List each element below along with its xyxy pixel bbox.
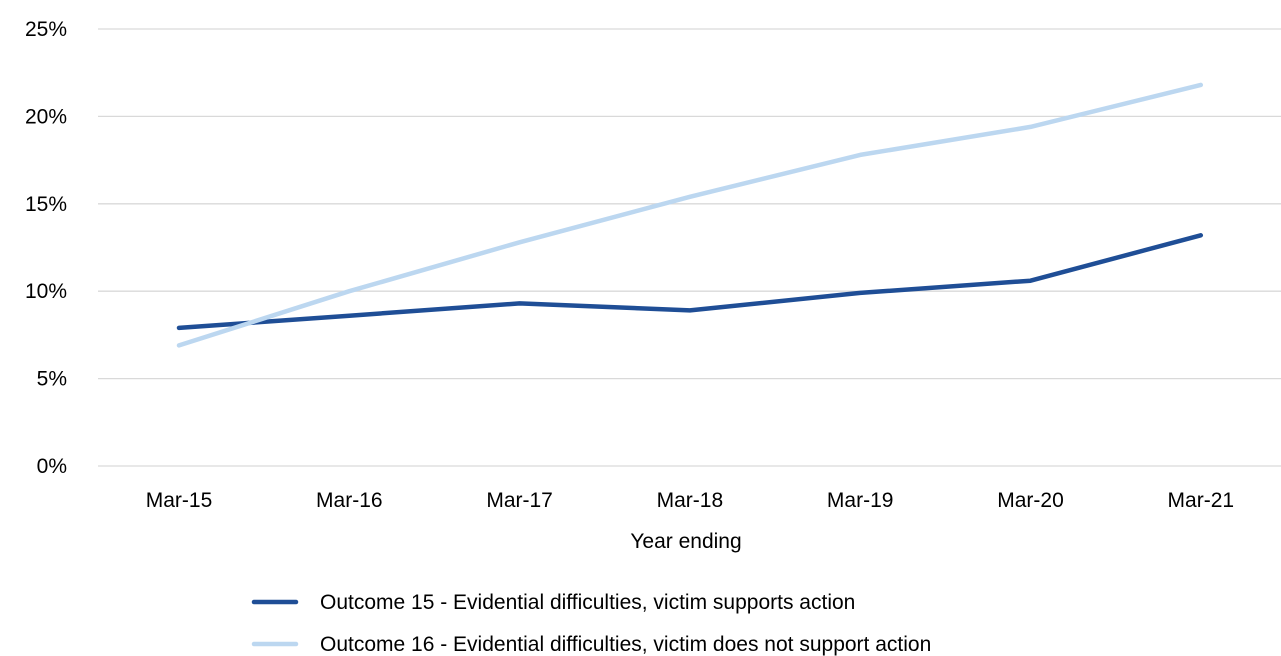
legend-label-2: Outcome 16 - Evidential difficulties, vi… [320,633,931,656]
x-axis-tick-labels: Mar-15 Mar-16 Mar-17 Mar-18 Mar-19 Mar-20 Mar-… [146,489,1234,512]
series-lines [176,82,1204,348]
y-tick-label: 25% [25,18,67,41]
gridlines [98,28,1281,467]
y-tick-label: 20% [25,105,67,128]
legend-label-1: Outcome 15 - Evidential difficulties, vi… [320,591,855,614]
x-axis-title: Year ending [630,530,741,553]
x-tick-label: Mar-16 [316,489,383,512]
legend: Outcome 15 - Evidential difficulties, vi… [251,591,931,656]
x-tick-label: Mar-19 [827,489,894,512]
x-tick-label: Mar-20 [997,489,1064,512]
x-tick-label: Mar-21 [1168,489,1235,512]
series-line-1 [176,233,1204,331]
y-tick-label: 5% [37,368,67,391]
y-tick-label: 15% [25,193,67,216]
x-tick-label: Mar-18 [657,489,724,512]
x-tick-label: Mar-17 [486,489,553,512]
y-tick-label: 10% [25,280,67,303]
y-tick-label: 0% [37,455,67,478]
x-tick-label: Mar-15 [146,489,213,512]
y-axis-tick-labels: 0% 5% 10% 15% 20% 25% [25,18,67,478]
series-line-2 [176,82,1204,348]
